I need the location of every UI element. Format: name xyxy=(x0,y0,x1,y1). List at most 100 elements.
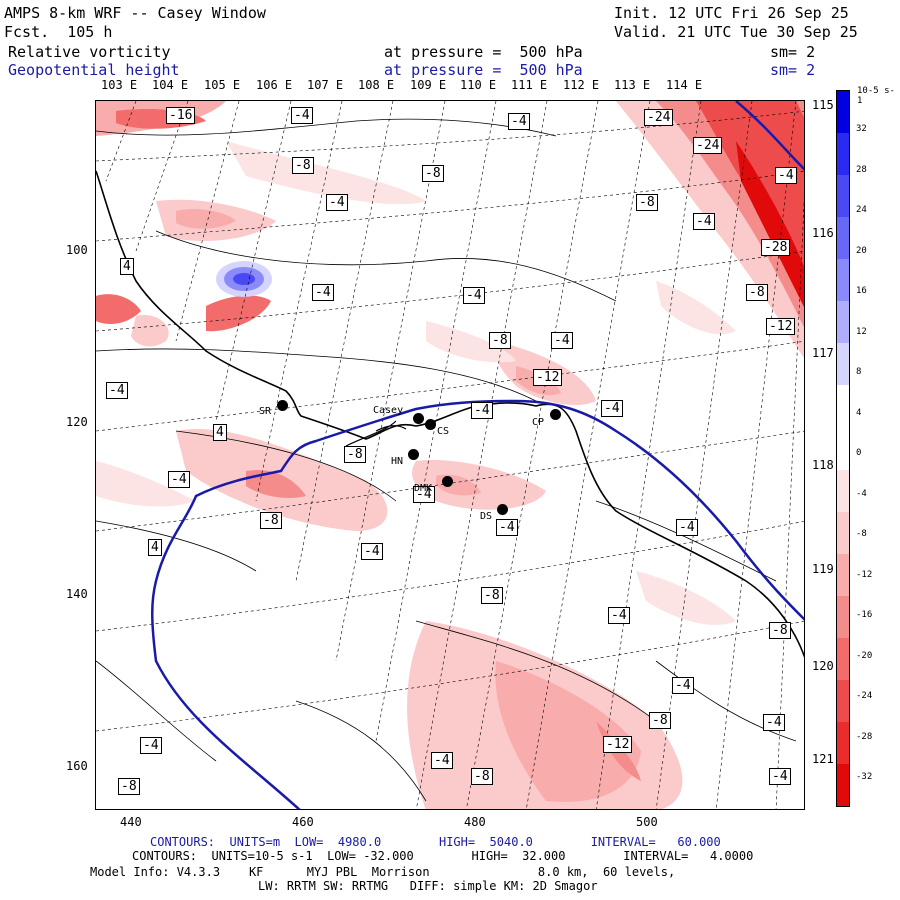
contour-label: -8 xyxy=(746,284,768,301)
vorticity-map xyxy=(96,101,804,809)
contour-label: -4 xyxy=(168,471,190,488)
contour-label: -4 xyxy=(312,284,334,301)
contour-label: -28 xyxy=(761,239,791,256)
station-label-casey: Casey xyxy=(373,405,404,416)
contour-label: -8 xyxy=(481,587,503,604)
top-lon-label: 109 E xyxy=(410,78,447,92)
station-marker[interactable] xyxy=(497,504,508,515)
colorbar-swatch xyxy=(837,175,849,218)
colorbar-swatch xyxy=(837,217,849,260)
top-lon-label: 113 E xyxy=(614,78,651,92)
contour-label: -4 xyxy=(508,113,530,130)
top-lon-label: 106 E xyxy=(256,78,293,92)
top-lon-label: 107 E xyxy=(307,78,344,92)
contour-label: -12 xyxy=(766,318,796,335)
station-marker[interactable] xyxy=(425,419,436,430)
contour-label: -4 xyxy=(608,607,630,624)
top-lon-label: 108 E xyxy=(358,78,395,92)
contour-label: -4 xyxy=(463,287,485,304)
footer-vorticity-contours: CONTOURS: UNITS=10-5 s-1 LOW= -32.000 HI… xyxy=(132,849,754,863)
colorbar-swatch xyxy=(837,259,849,302)
colorbar-tick: 32 xyxy=(856,124,867,134)
contour-label: -4 xyxy=(413,486,435,503)
top-lon-label: 110 E xyxy=(460,78,497,92)
x-axis-label: 460 xyxy=(292,815,314,829)
station-label-hn: HN xyxy=(391,456,404,467)
colorbar-swatch xyxy=(837,763,849,807)
footer-model-info: Model Info: V4.3.3 KF MYJ PBL Morrison 8… xyxy=(90,865,676,879)
colorbar-tick: -20 xyxy=(856,650,873,661)
colorbar-swatch xyxy=(837,133,849,176)
contour-label: -8 xyxy=(636,194,658,211)
colorbar-tick: -12 xyxy=(856,569,873,580)
contour-label: -4 xyxy=(601,400,623,417)
station-label-sr: SR xyxy=(259,406,272,417)
field1-name: Relative vorticity xyxy=(8,43,171,61)
contour-label: -24 xyxy=(644,109,674,126)
field2-name: Geopotential height xyxy=(8,61,180,79)
contour-label: -12 xyxy=(603,736,633,753)
colorbar-tick: 8 xyxy=(856,367,862,377)
field1-level: at pressure = 500 hPa xyxy=(384,43,583,61)
colorbar-swatch xyxy=(837,343,849,386)
contour-label: -4 xyxy=(431,752,453,769)
colorbar-swatch xyxy=(837,301,849,344)
colorbar-tick: 16 xyxy=(856,286,867,296)
contour-label: -8 xyxy=(471,768,493,785)
colorbar-tick: -4 xyxy=(856,488,867,499)
colorbar-swatch xyxy=(837,595,849,639)
shading-positive xyxy=(216,261,272,297)
x-axis-label: 440 xyxy=(120,815,142,829)
colorbar-swatch xyxy=(837,91,849,134)
colorbar-tick: 24 xyxy=(856,205,867,215)
x-axis-label: 500 xyxy=(636,815,658,829)
top-lon-label: 111 E xyxy=(511,78,548,92)
contour-label: -8 xyxy=(769,622,791,639)
contour-label: -4 xyxy=(140,737,162,754)
colorbar-swatch xyxy=(837,385,849,428)
field2-smoothing: sm= 2 xyxy=(770,61,816,79)
colorbar-tick: 28 xyxy=(856,164,867,175)
shading-negative xyxy=(96,101,804,809)
colorbar-swatch xyxy=(837,637,849,681)
contour-label: -16 xyxy=(166,107,196,124)
title: AMPS 8-km WRF -- Casey Window xyxy=(4,4,266,22)
colorbar-tick: -16 xyxy=(856,610,873,620)
contour-label: -8 xyxy=(489,332,511,349)
contour-label: -8 xyxy=(344,446,366,463)
station-label-cp: CP xyxy=(532,417,545,428)
map-panel: -16 -4 -8 -4 -24 -24 -8 -4 -8 -4 -4 4 -4… xyxy=(95,100,805,810)
contour-label: -4 xyxy=(775,167,797,184)
contour-label: -24 xyxy=(693,137,723,154)
contour-label: -8 xyxy=(649,712,671,729)
y-axis-label: 120 xyxy=(66,415,88,429)
contour-label: 4 xyxy=(213,424,227,441)
coastline xyxy=(96,170,804,658)
station-marker[interactable] xyxy=(550,409,561,420)
colorbar-tick: -24 xyxy=(856,691,873,701)
latlon-grid xyxy=(96,101,804,809)
valid-time: Valid. 21 UTC Tue 30 Sep 25 xyxy=(614,23,858,41)
forecast-hour: Fcst. 105 h xyxy=(4,23,113,41)
station-marker[interactable] xyxy=(408,449,419,460)
top-lon-label: 103 E xyxy=(101,78,138,92)
station-label-cs: CS xyxy=(437,426,450,437)
footer-height-contours: CONTOURS: UNITS=m LOW= 4980.0 HIGH= 5040… xyxy=(150,835,721,849)
contour-label: -4 xyxy=(361,543,383,560)
x-axis-label: 480 xyxy=(464,815,486,829)
station-marker[interactable] xyxy=(442,476,453,487)
contour-label: -4 xyxy=(326,194,348,211)
colorbar-tick: 4 xyxy=(856,407,862,418)
contour-label: -4 xyxy=(471,402,493,419)
colorbar-swatch xyxy=(837,553,849,597)
station-marker[interactable] xyxy=(413,413,424,424)
contour-label: -4 xyxy=(496,519,518,536)
station-marker[interactable] xyxy=(277,400,288,411)
contour-label: -4 xyxy=(672,677,694,694)
colorbar-swatch xyxy=(837,511,849,555)
contour-label: -4 xyxy=(693,213,715,230)
init-time: Init. 12 UTC Fri 26 Sep 25 xyxy=(614,4,849,22)
contour-label: -8 xyxy=(422,165,444,182)
top-lon-label: 114 E xyxy=(666,78,703,92)
top-lon-label: 104 E xyxy=(152,78,189,92)
